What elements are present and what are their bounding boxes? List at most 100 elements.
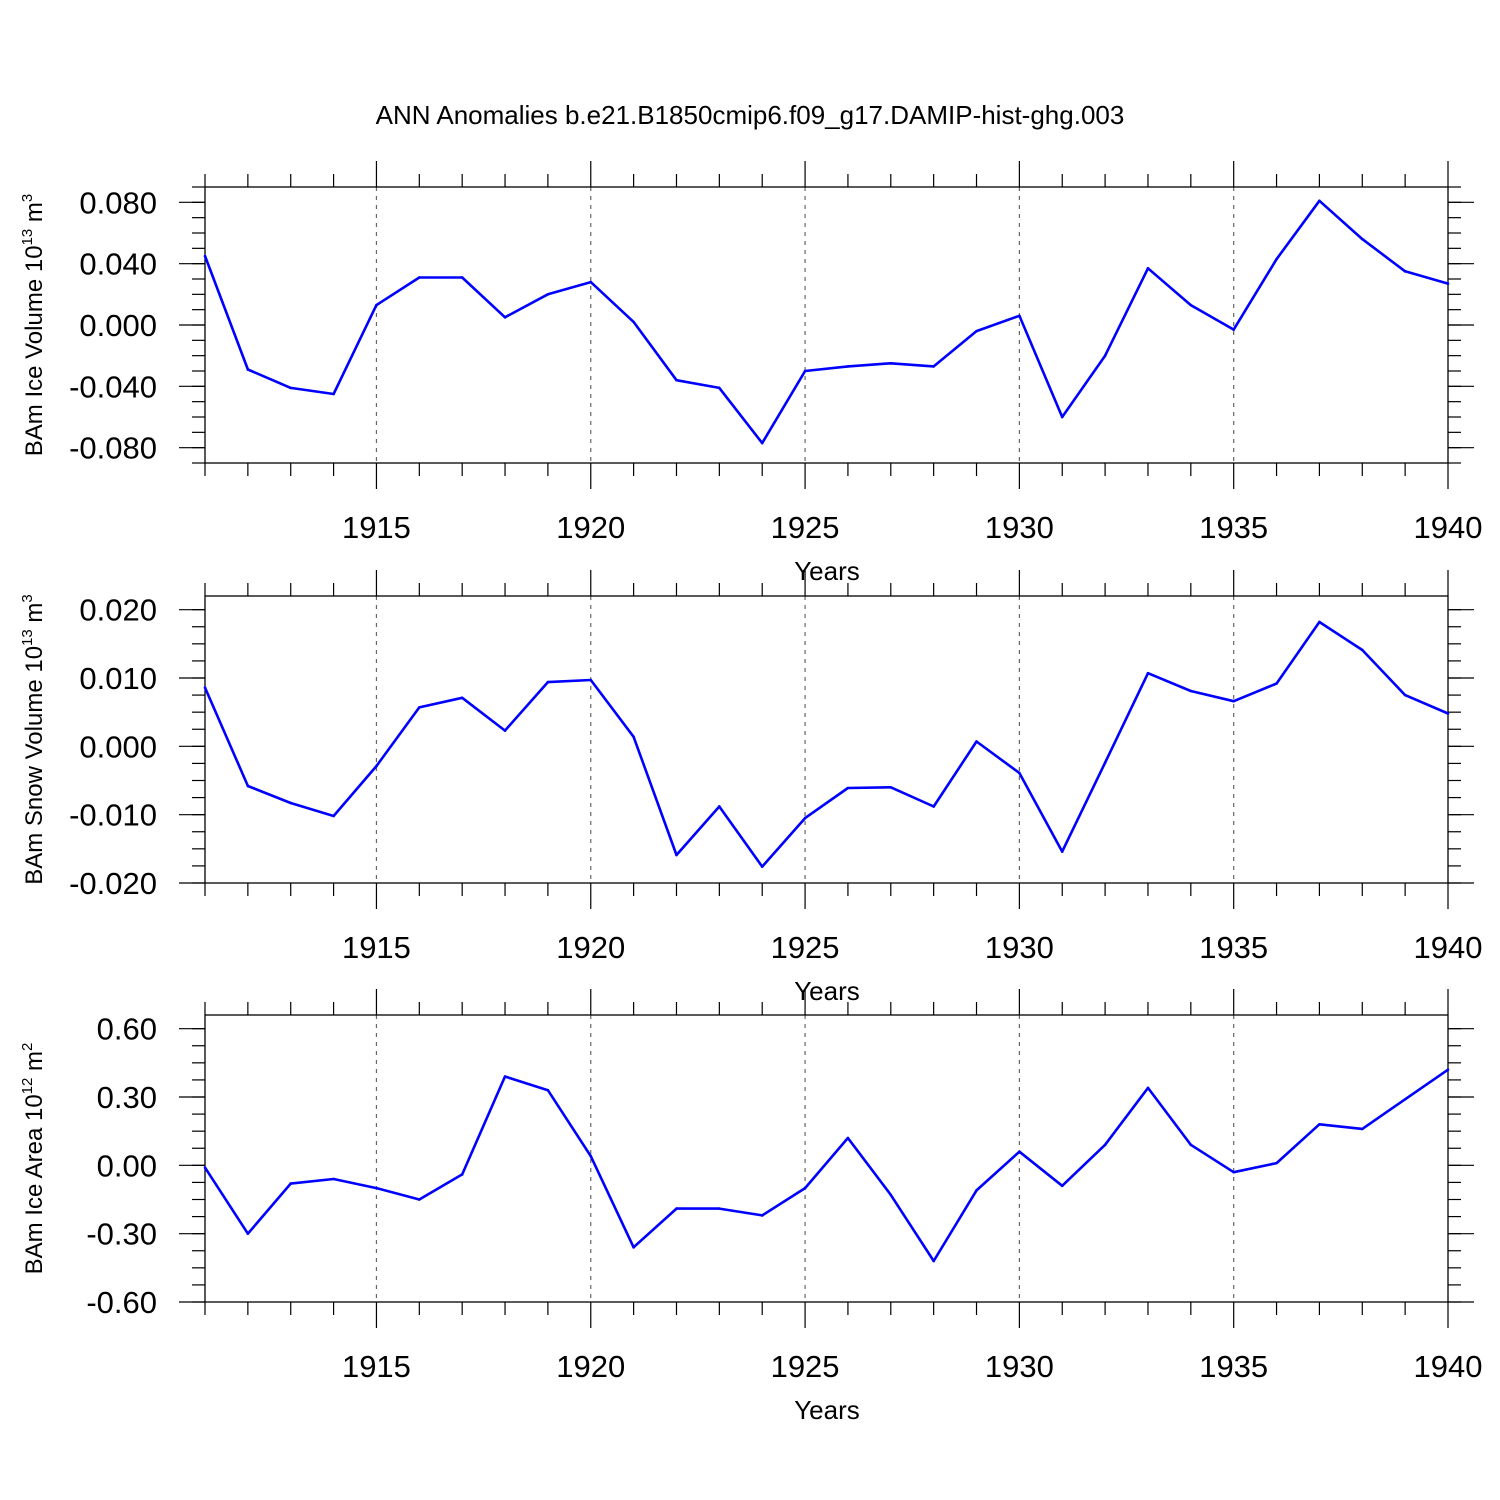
y-axis-label-part: 3 [19, 594, 36, 602]
data-point [332, 814, 335, 818]
x-axis-label: Years [794, 556, 860, 586]
data-point [375, 303, 378, 307]
data-point [1446, 1068, 1450, 1071]
data-point [803, 816, 807, 820]
x-tick-label: 1915 [342, 930, 411, 965]
data-point [632, 735, 635, 739]
data-point [1403, 693, 1407, 697]
data-point [1060, 415, 1064, 419]
data-point [375, 1186, 378, 1190]
data-point [546, 680, 550, 684]
x-axis-label: Years [794, 976, 860, 1006]
data-point [246, 368, 250, 371]
x-tick-label: 1935 [1199, 510, 1268, 545]
data-point [546, 293, 550, 296]
plot-frame [204, 186, 1449, 464]
y-axis-label-part: m [21, 603, 48, 630]
y-axis-label-part: BAm Ice Volume 10 [21, 245, 48, 456]
y-tick-label: 0.000 [79, 308, 157, 343]
data-point [460, 1173, 464, 1176]
data-point [1103, 354, 1107, 357]
x-tick-label: 1940 [1414, 1349, 1483, 1384]
data-point [932, 365, 935, 368]
y-tick-label: 0.020 [79, 593, 157, 628]
data-point [889, 362, 893, 365]
x-tick-label: 1935 [1199, 930, 1268, 965]
y-tick-label: 0.60 [97, 1012, 157, 1047]
y-axis-label: BAm Snow Volume 1013 m3 [19, 594, 48, 885]
data-point [1318, 620, 1321, 624]
data-point [418, 706, 421, 709]
y-axis-label: BAm Ice Area 1012 m2 [19, 1043, 48, 1275]
data-point [1103, 1143, 1107, 1147]
y-axis-label-part: 3 [19, 194, 36, 202]
data-point [1189, 1143, 1193, 1147]
data-point [1360, 648, 1364, 652]
y-tick-label: -0.020 [69, 866, 157, 901]
data-point [203, 254, 207, 258]
data-point [418, 1198, 421, 1201]
data-point [975, 1189, 978, 1192]
x-tick-label: 1920 [556, 930, 625, 965]
y-axis-label-part: m [21, 1051, 48, 1078]
data-point [718, 386, 721, 390]
data-point [632, 1246, 635, 1249]
data-point [203, 686, 207, 689]
y-tick-label: -0.010 [69, 798, 157, 833]
data-point [1275, 1161, 1278, 1165]
data-point [1446, 282, 1450, 285]
data-series-line [203, 1068, 1449, 1263]
x-tick-label: 1920 [556, 510, 625, 545]
y-tick-label: 0.010 [79, 661, 157, 696]
data-point [503, 1075, 507, 1078]
data-point [846, 365, 850, 368]
data-point [460, 696, 464, 700]
data-point [1146, 1086, 1150, 1090]
data-point [1060, 850, 1064, 853]
data-point [1318, 1123, 1321, 1126]
data-point [803, 369, 807, 373]
data-point [846, 1136, 850, 1140]
data-point [889, 1193, 893, 1197]
y-tick-label: -0.60 [86, 1285, 157, 1320]
x-tick-label: 1915 [342, 1349, 411, 1384]
data-point [932, 1259, 935, 1263]
data-point [589, 678, 593, 682]
data-point [1275, 682, 1278, 685]
data-point [503, 316, 507, 319]
y-tick-label: -0.080 [69, 431, 157, 466]
data-point [1189, 689, 1193, 693]
data-point [1060, 1184, 1064, 1188]
panel-2: 0.020 0.010 0.000 -0.010 -0.020 1915 1920 1925 1… [19, 570, 1482, 1006]
data-point [760, 1214, 764, 1217]
data-point [246, 1232, 250, 1235]
y-tick-label: -0.30 [86, 1217, 157, 1252]
data-point [1360, 237, 1364, 241]
y-tick-label: -0.040 [69, 369, 157, 404]
data-point [1189, 303, 1193, 307]
data-point [975, 329, 978, 333]
y-axis-label-part: 13 [19, 229, 36, 246]
x-tick-label: 1920 [556, 1349, 625, 1384]
data-point [760, 865, 764, 868]
x-tick-label: 1930 [985, 1349, 1054, 1384]
data-point [203, 1166, 207, 1169]
y-axis-label-part: BAm Snow Volume 10 [21, 646, 48, 885]
panel-3: 0.60 0.30 0.00 -0.30 -0.60 1915 1920 1925 1930 19… [19, 989, 1482, 1425]
y-tick-label: 0.00 [97, 1148, 157, 1183]
data-point [675, 378, 678, 382]
data-point [975, 740, 978, 743]
data-point [1275, 257, 1278, 261]
x-axis-label: Years [794, 1395, 860, 1425]
y-tick-label: 0.000 [79, 729, 157, 764]
data-point [632, 320, 635, 324]
data-point [546, 1088, 550, 1092]
y-tick-label: 0.30 [97, 1080, 157, 1115]
data-point [760, 441, 764, 445]
data-point [803, 1186, 807, 1190]
panels: 0.080 0.040 0.000 -0.040 -0.080 1915 1920 1925 1… [19, 161, 1482, 1425]
y-axis-label: BAm Ice Volume 1013 m3 [19, 194, 48, 456]
figure-title: ANN Anomalies b.e21.B1850cmip6.f09_g17.D… [376, 100, 1125, 130]
x-tick-label: 1925 [771, 510, 840, 545]
